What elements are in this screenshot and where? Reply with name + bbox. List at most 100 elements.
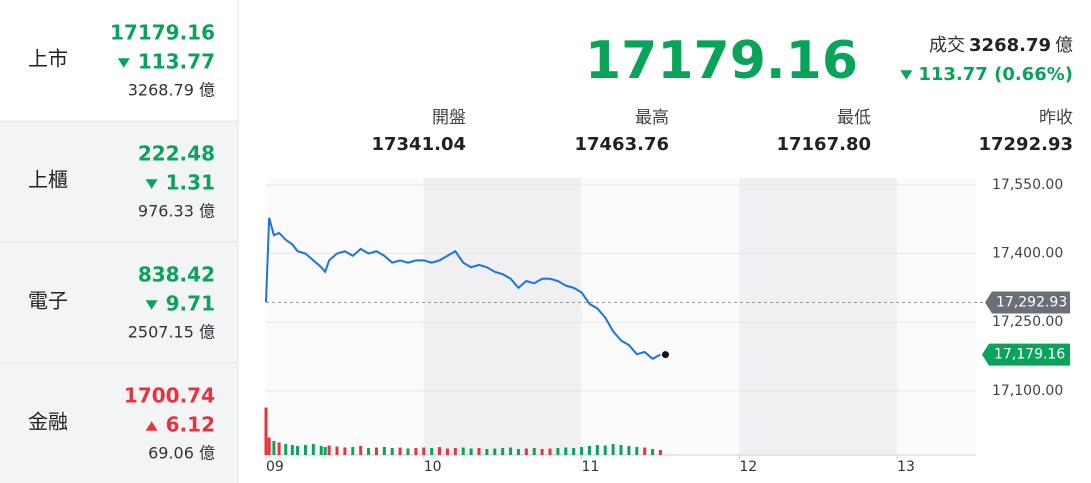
volume-bar	[327, 445, 331, 455]
volume-bar	[438, 447, 442, 455]
stat-label: 最高	[635, 108, 669, 128]
y-tick-label: 17,550.00	[992, 177, 1063, 193]
reference-tag	[985, 291, 1070, 314]
market-change: 1.31	[166, 171, 215, 195]
volume-bar	[469, 448, 473, 455]
volume-bar	[564, 447, 568, 455]
volume-bar	[516, 449, 520, 455]
market-price: 222.48	[138, 142, 215, 166]
volume-unit: 億	[1055, 35, 1073, 56]
hour-band	[739, 178, 898, 455]
y-tick-label: 17,400.00	[992, 246, 1063, 262]
volume-bar	[651, 449, 655, 455]
total-volume: 3268.79	[969, 35, 1051, 56]
volume-label: 成交	[929, 35, 965, 56]
volume-bar	[643, 447, 647, 455]
volume-bar	[524, 448, 528, 455]
volume-bar	[374, 447, 378, 455]
market-name: 電子	[28, 289, 68, 313]
x-tick-label: 10	[424, 459, 442, 475]
main-price: 17179.16	[585, 31, 858, 91]
volume-bar	[284, 444, 288, 455]
stat-value: 17463.76	[574, 134, 669, 155]
market-volume: 69.06 億	[148, 444, 215, 463]
change-arrow	[145, 300, 158, 310]
volume-bar	[485, 449, 489, 455]
stat-value: 17341.04	[371, 134, 466, 155]
market-change: 113.77	[138, 50, 215, 74]
volume-bar	[335, 446, 339, 455]
volume-bar	[445, 448, 449, 455]
volume-bar	[414, 448, 418, 455]
volume-bar	[587, 446, 591, 455]
last-point	[661, 351, 669, 359]
volume-bar	[406, 448, 410, 455]
volume-bar	[603, 445, 607, 455]
volume-bar	[611, 444, 615, 455]
volume-bar	[303, 445, 307, 455]
volume-bar	[264, 407, 268, 455]
volume-bar	[277, 442, 281, 455]
volume-bar	[572, 448, 576, 455]
volume-bar	[477, 448, 481, 455]
volume-bar	[461, 447, 465, 455]
x-tick-label: 12	[739, 459, 757, 475]
volume-bar	[540, 449, 544, 455]
volume-bar	[501, 448, 505, 455]
volume-bar	[351, 447, 355, 455]
volume-bar	[359, 446, 363, 455]
volume-bar	[382, 447, 386, 455]
x-tick-label: 09	[266, 459, 284, 475]
volume-bar	[398, 447, 402, 455]
market-volume: 976.33 億	[138, 202, 215, 221]
price-line	[265, 217, 661, 361]
main-change-arrow	[900, 70, 913, 80]
reference-label: 17,292.93	[996, 295, 1067, 311]
market-name: 上市	[28, 47, 68, 71]
stat-value: 17292.93	[978, 134, 1073, 155]
volume-bar	[319, 446, 323, 455]
y-tick-label: 17,250.00	[992, 314, 1063, 330]
volume-bar	[619, 445, 623, 455]
volume-bar	[627, 446, 631, 455]
stat-label: 昨收	[1039, 108, 1073, 128]
market-name: 金融	[28, 410, 68, 434]
volume-bar	[430, 448, 434, 455]
volume-bar	[296, 446, 300, 455]
volume-bar	[343, 447, 347, 455]
market-volume: 2507.15 億	[128, 323, 215, 342]
market-name: 上櫃	[28, 168, 68, 192]
last-label: 17,179.16	[994, 347, 1065, 363]
x-tick-label: 13	[897, 459, 915, 475]
volume-bar	[580, 447, 584, 455]
main-change: 113.77 (0.66%)	[918, 64, 1073, 85]
market-price: 838.42	[138, 263, 215, 287]
x-tick-label: 11	[582, 459, 600, 475]
market-change: 9.71	[166, 292, 215, 316]
sidebar-selected-bg	[0, 0, 238, 121]
change-arrow	[145, 179, 158, 189]
volume-bar	[290, 445, 294, 455]
last-tag	[982, 343, 1070, 366]
market-change: 6.12	[166, 413, 215, 437]
volume-bar	[422, 447, 426, 455]
volume-bar	[272, 441, 276, 455]
hour-band	[423, 178, 582, 455]
market-price: 17179.16	[110, 21, 215, 45]
y-tick-label: 17,100.00	[992, 383, 1063, 399]
volume-bar	[635, 447, 639, 455]
stat-label: 最低	[837, 108, 871, 128]
volume-bar	[311, 444, 315, 455]
volume-bar	[493, 448, 497, 455]
stat-value: 17167.80	[776, 134, 871, 155]
market-price: 1700.74	[124, 384, 215, 408]
volume-bar	[509, 447, 513, 455]
market-volume: 3268.79 億	[128, 81, 215, 100]
stat-label: 開盤	[432, 108, 466, 128]
volume-bar	[658, 450, 662, 455]
volume-bar	[556, 448, 560, 455]
volume-bar	[367, 448, 371, 455]
volume-bar	[548, 448, 552, 455]
change-arrow	[117, 58, 130, 68]
